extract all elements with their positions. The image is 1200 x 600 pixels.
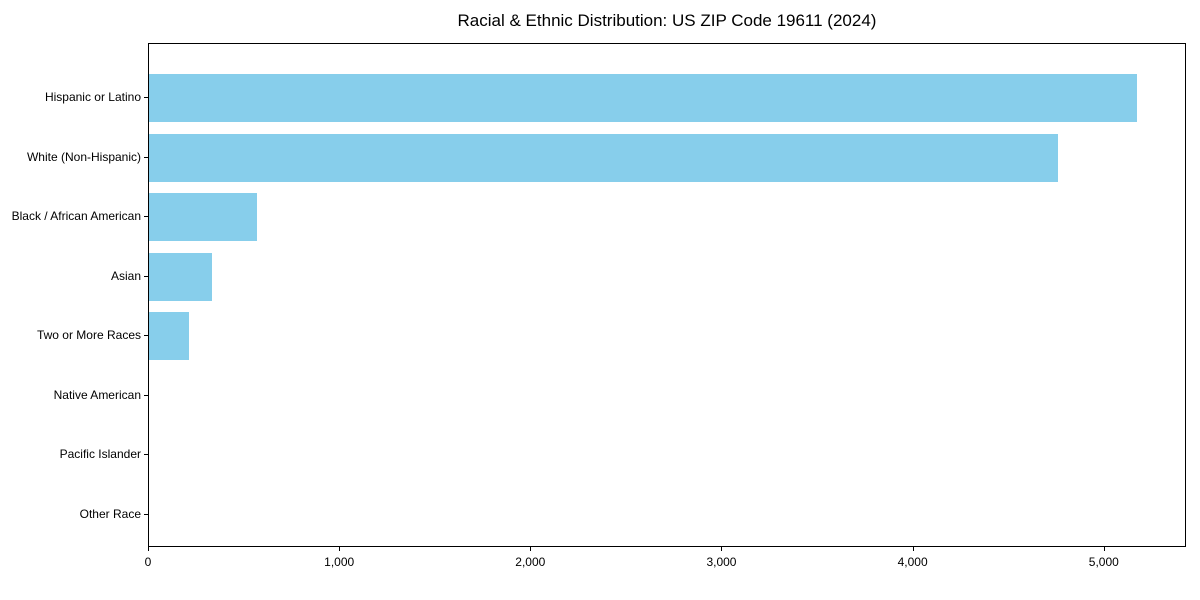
chart-title: Racial & Ethnic Distribution: US ZIP Cod… bbox=[457, 11, 877, 30]
y-axis-label: White (Non-Hispanic) bbox=[26, 149, 141, 164]
y-tick-mark bbox=[144, 157, 148, 158]
x-tick-mark bbox=[1104, 547, 1105, 551]
bar-black-african-american bbox=[149, 193, 257, 242]
x-tick-mark bbox=[148, 547, 149, 551]
x-tick-mark bbox=[913, 547, 914, 551]
x-tick-mark bbox=[339, 547, 340, 551]
x-tick-mark bbox=[721, 547, 722, 551]
y-axis-label: Asian bbox=[110, 268, 141, 283]
x-tick-mark bbox=[530, 547, 531, 551]
bar-white-non-hispanic bbox=[149, 133, 1058, 182]
y-axis-label: Pacific Islander bbox=[59, 447, 141, 462]
x-tick-label: 0 bbox=[144, 555, 152, 569]
y-axis-label: Native American bbox=[53, 387, 141, 402]
y-tick-mark bbox=[144, 216, 148, 217]
y-tick-mark bbox=[144, 514, 148, 515]
y-tick-mark bbox=[144, 335, 148, 336]
y-axis-label: Black / African American bbox=[11, 209, 141, 224]
bar-hispanic-or-latino bbox=[149, 74, 1137, 122]
x-tick-label: 3,000 bbox=[706, 555, 737, 569]
y-tick-mark bbox=[144, 276, 148, 277]
x-tick-label: 1,000 bbox=[324, 555, 355, 569]
y-axis-label: Hispanic or Latino bbox=[44, 90, 141, 104]
y-tick-mark bbox=[144, 454, 148, 455]
y-tick-mark bbox=[144, 97, 148, 98]
x-tick-label: 4,000 bbox=[897, 555, 928, 569]
bar-two-or-more-races bbox=[149, 312, 189, 361]
y-tick-mark bbox=[144, 395, 148, 396]
x-tick-label: 2,000 bbox=[515, 555, 546, 569]
x-tick-label: 5,000 bbox=[1088, 555, 1119, 569]
y-axis-label: Other Race bbox=[79, 507, 141, 521]
y-axis-label: Two or More Races bbox=[36, 328, 141, 343]
bar-asian bbox=[149, 252, 212, 301]
plot-area bbox=[148, 43, 1186, 547]
